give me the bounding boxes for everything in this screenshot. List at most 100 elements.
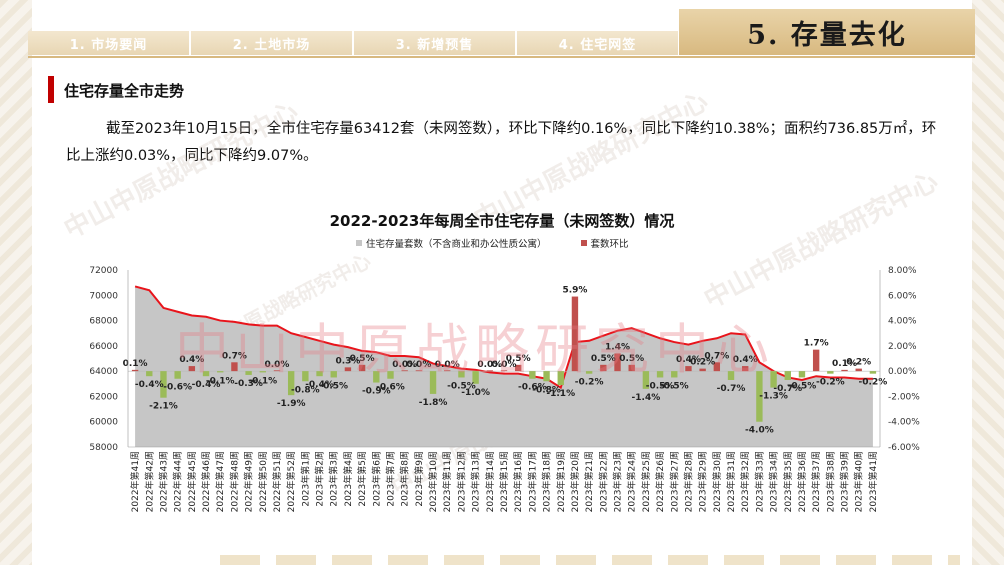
bar-data-label: 0.1%: [832, 359, 857, 369]
x-tick-label: 2022年第44周: [172, 451, 184, 512]
y-right-tick-label: 4.00%: [888, 317, 917, 327]
bar-data-label: 0.2%: [690, 358, 715, 368]
x-tick-label: 2023年第8周: [399, 451, 411, 507]
bar-data-label: 0.2%: [846, 358, 871, 368]
change-bar: [444, 370, 451, 372]
tab-residential-signing[interactable]: 4. 住宅网签: [517, 31, 678, 55]
change-bar: [330, 371, 337, 378]
x-tick-label: 2023年第11周: [441, 451, 453, 512]
x-tick-label: 2023年第15周: [498, 451, 510, 512]
x-tick-label: 2023年第32周: [739, 451, 751, 512]
change-bar: [727, 371, 735, 380]
change-bar: [259, 371, 266, 373]
x-tick-label: 2023年第21周: [583, 451, 595, 512]
change-bar: [585, 371, 593, 374]
tab-market-news[interactable]: 1. 市场要闻: [28, 31, 189, 55]
section-tabs: 1. 市场要闻 2. 土地市场 3. 新增预售 4. 住宅网签: [28, 31, 680, 55]
change-bar: [770, 371, 777, 388]
change-bar: [174, 371, 181, 379]
x-tick-label: 2023年第18周: [541, 451, 553, 512]
x-tick-label: 2023年第39周: [839, 451, 851, 512]
x-tick-label: 2022年第48周: [228, 451, 240, 512]
tab-new-presale[interactable]: 3. 新增预售: [354, 31, 515, 55]
change-bar: [642, 371, 650, 389]
bar-data-label: 0.0%: [492, 360, 517, 370]
x-tick-label: 2023年第10周: [427, 451, 439, 512]
change-bar: [472, 371, 479, 384]
right-decoration: [972, 0, 1004, 565]
legend-item-change: 套数环比: [580, 236, 629, 250]
bar-data-label: 0.0%: [264, 360, 289, 370]
stock-area: [135, 286, 873, 447]
x-tick-label: 2022年第51周: [271, 451, 283, 512]
section-title: 住宅存量全市走势: [64, 82, 185, 100]
x-tick-label: 2023年第6周: [370, 451, 382, 507]
x-tick-label: 2022年第50周: [257, 451, 269, 512]
header-divider: [28, 56, 975, 58]
bar-data-label: 5.9%: [562, 286, 587, 296]
bar-data-label: 0.4%: [733, 355, 758, 365]
y-left-tick-label: 66000: [89, 342, 118, 352]
bar-data-label: 1.7%: [804, 339, 829, 349]
change-bar: [798, 371, 806, 378]
bar-data-label: -4.0%: [745, 426, 774, 436]
bar-data-label: 0.0%: [477, 360, 502, 370]
chart-title: 2022-2023年每周全市住宅存量（未网签数）情况: [329, 212, 675, 230]
x-tick-label: 2022年第41周: [129, 451, 141, 512]
x-tick-label: 2023年第2周: [314, 451, 326, 507]
change-bar: [827, 371, 834, 374]
bar-data-label: 0.5%: [506, 354, 531, 364]
x-tick-label: 2023年第12周: [455, 451, 467, 512]
x-tick-label: 2022年第45周: [186, 451, 198, 512]
tab-land-market[interactable]: 2. 土地市场: [191, 31, 352, 55]
x-tick-label: 2023年第13周: [470, 451, 482, 512]
bar-data-label: -0.9%: [362, 387, 391, 397]
y-right-tick-label: -2.00%: [888, 392, 920, 402]
change-bar: [557, 371, 564, 386]
change-bar: [855, 368, 862, 372]
x-tick-label: 2023年第28周: [682, 451, 694, 512]
x-tick-label: 2023年第17周: [526, 451, 538, 512]
change-bar: [571, 296, 579, 372]
stock-line: [134, 285, 873, 390]
change-bar: [131, 369, 139, 372]
x-tick-label: 2023年第26周: [654, 451, 666, 512]
change-bar: [373, 371, 380, 383]
change-bar: [245, 371, 252, 375]
y-left-tick-label: 64000: [89, 367, 118, 377]
y-right-tick-label: -6.00%: [888, 443, 920, 453]
bottom-decoration: [220, 555, 960, 565]
change-bar: [415, 370, 423, 372]
y-left-tick-label: 70000: [89, 291, 118, 301]
bar-data-label: -0.5%: [788, 381, 817, 391]
y-left-tick-label: 62000: [89, 392, 118, 402]
bar-data-label: -0.2%: [816, 378, 845, 388]
change-bar: [713, 362, 721, 372]
change-bar: [316, 371, 323, 377]
change-bar: [812, 349, 820, 372]
x-tick-label: 2023年第34周: [768, 451, 780, 512]
tab-inventory-active[interactable]: 5. 存量去化: [679, 9, 975, 55]
legend-label-stock: 住宅存量套数（不含商业和办公性质公寓）: [366, 239, 547, 250]
change-bar: [273, 370, 281, 372]
x-tick-label: 2023年第29周: [697, 451, 709, 512]
x-tick-label: 2023年第22周: [597, 451, 609, 512]
bar-data-label: 0.0%: [406, 360, 431, 370]
y-left-tick-label: 68000: [89, 317, 118, 327]
chart-legend: 住宅存量套数（不含商业和办公性质公寓） 套数环比: [356, 236, 663, 250]
change-bar: [458, 371, 465, 378]
change-bar: [287, 371, 295, 396]
bar-data-label: 0.3%: [335, 356, 360, 366]
change-bar: [486, 370, 494, 372]
bar-data-label: -1.0%: [461, 388, 490, 398]
x-tick-label: 2022年第49周: [243, 451, 255, 512]
y-left-tick-label: 58000: [89, 443, 118, 453]
change-bar: [600, 364, 607, 372]
change-bar: [529, 371, 536, 379]
bar-data-label: 0.0%: [392, 360, 417, 370]
bar-data-label: 1.4%: [605, 342, 630, 352]
x-tick-label: 2023年第16周: [512, 451, 524, 512]
legend-item-stock: 住宅存量套数（不含商业和办公性质公寓）: [356, 236, 547, 250]
x-tick-label: 2023年第41周: [867, 451, 879, 512]
